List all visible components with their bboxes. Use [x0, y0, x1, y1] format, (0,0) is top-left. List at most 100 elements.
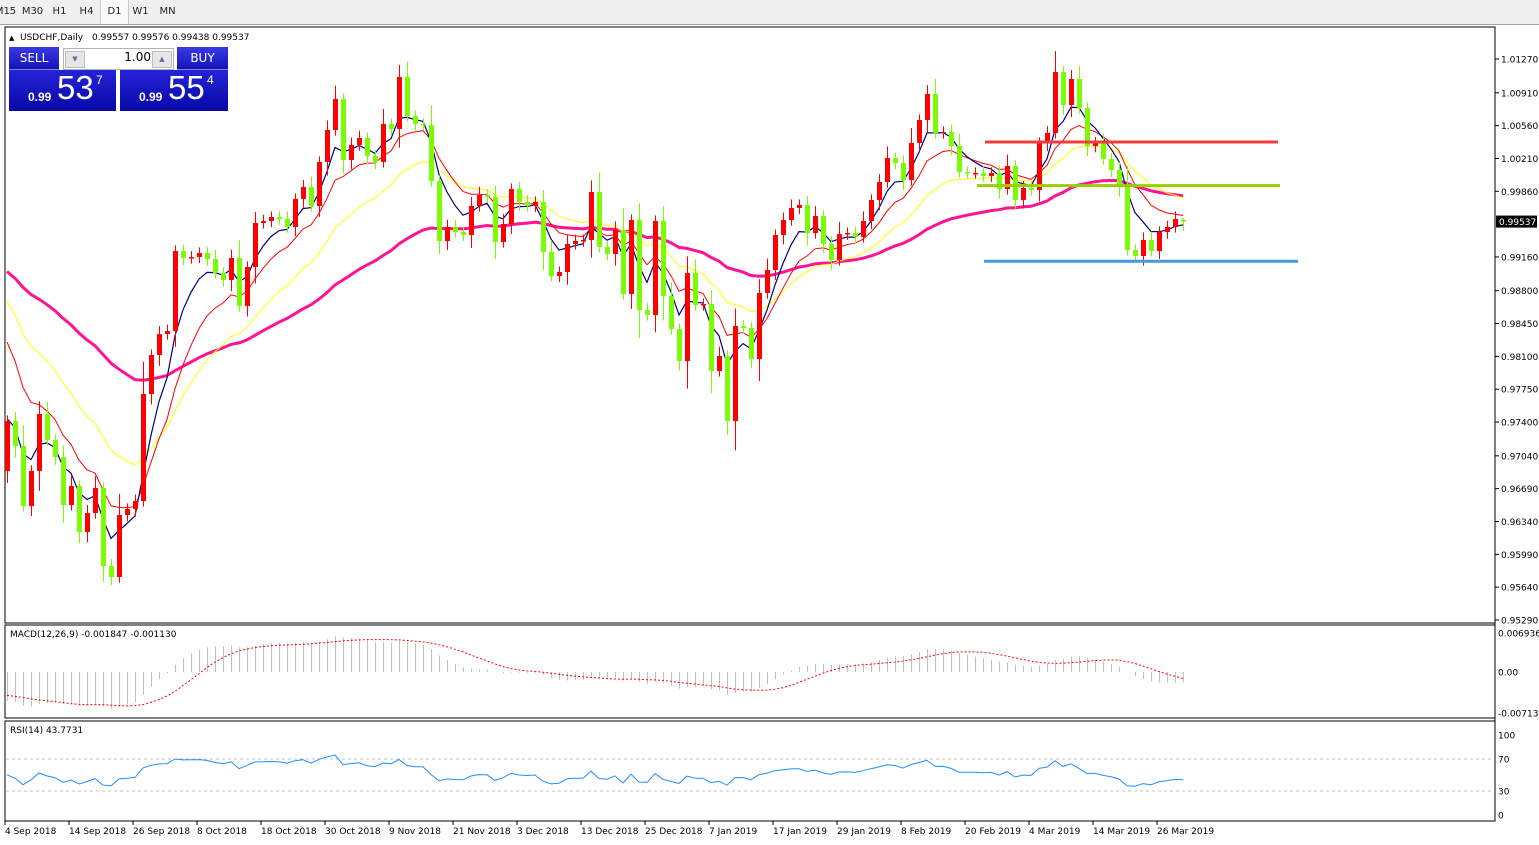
candle	[1173, 211, 1178, 233]
buy-button[interactable]: BUY	[177, 47, 228, 70]
buy-price-big: 55	[168, 69, 205, 106]
candle-body	[901, 163, 906, 181]
candle	[973, 167, 978, 179]
candle-body	[157, 334, 162, 355]
lot-size-stepper[interactable]: ▼ 1.00 ▲	[63, 48, 174, 70]
rsi-pane: 100 70 30 0	[6, 732, 1515, 822]
candle-body	[717, 356, 722, 372]
candle-body	[1109, 159, 1114, 170]
lot-increase-icon[interactable]: ▲	[152, 51, 172, 68]
buy-price-button[interactable]: 0.99 55 4	[120, 69, 228, 111]
candle-body	[1093, 142, 1098, 146]
candle-body	[1053, 72, 1058, 134]
candle-body	[845, 233, 850, 235]
candle	[1117, 162, 1122, 197]
timeframe-tab-h4[interactable]: H4	[79, 6, 94, 17]
candle-body	[893, 157, 898, 164]
timeframe-tab-w1[interactable]: W1	[132, 6, 149, 17]
candle	[685, 256, 690, 389]
candle	[445, 219, 450, 251]
date-tick-label: 3 Dec 2018	[517, 827, 569, 837]
candle	[13, 412, 18, 458]
price-tick-label: 0.95290	[1501, 617, 1538, 627]
candle-body	[701, 304, 706, 306]
buy-price-pip: 4	[207, 73, 214, 87]
macd-tick-label: 0.006936	[1498, 630, 1539, 640]
candle-body	[789, 207, 794, 220]
candle-body	[621, 230, 626, 295]
candle-body	[37, 413, 42, 472]
candle	[37, 401, 42, 491]
candle-body	[453, 227, 458, 232]
candle-body	[813, 216, 818, 234]
current-price-tag	[1496, 215, 1537, 228]
current-price-label: 0.99537	[1499, 218, 1536, 228]
timeframe-tab-m30[interactable]: M30	[21, 6, 44, 17]
candle-body	[109, 566, 114, 578]
candle	[621, 208, 626, 300]
candle	[629, 214, 634, 309]
date-tick-label: 26 Mar 2019	[1157, 827, 1214, 837]
candle-body	[469, 206, 474, 235]
candle	[1181, 217, 1186, 231]
date-tick-label: 17 Jan 2019	[773, 827, 827, 837]
candle-body	[309, 186, 314, 207]
timeframe-tab-h1[interactable]: H1	[52, 6, 67, 17]
candle	[413, 110, 418, 131]
macd-signal-line	[6, 639, 1184, 707]
price-pane	[5, 51, 1298, 586]
candle-body	[269, 216, 274, 222]
candle-body	[21, 445, 26, 507]
timeframe-tab-d1[interactable]: D1	[100, 0, 129, 24]
candle-body	[485, 195, 490, 197]
candle-body	[949, 131, 954, 146]
candle-body	[1005, 166, 1010, 190]
date-tick-label: 29 Jan 2019	[837, 827, 891, 837]
candle	[821, 210, 826, 254]
candle	[773, 229, 778, 280]
candle-body	[525, 201, 530, 207]
candle-body	[149, 354, 154, 395]
sell-button[interactable]: SELL	[9, 47, 59, 70]
candle	[653, 215, 658, 333]
candle-body	[957, 145, 962, 173]
candle-body	[1141, 239, 1146, 257]
candle-body	[709, 304, 714, 372]
price-tick-label: 0.98800	[1501, 287, 1538, 297]
candle-body	[413, 116, 418, 125]
candle	[157, 325, 162, 366]
candle-body	[245, 266, 250, 307]
candle	[69, 475, 74, 511]
candle-body	[125, 509, 130, 516]
candle	[141, 361, 146, 507]
candle-body	[869, 200, 874, 222]
candle	[933, 78, 938, 139]
candle-body	[1021, 187, 1026, 201]
symbol-arrow-icon[interactable]: ▲	[9, 34, 15, 42]
candle	[109, 559, 114, 586]
date-tick-label: 14 Sep 2018	[69, 827, 126, 837]
candle	[437, 175, 442, 255]
candle	[877, 174, 882, 211]
candle	[485, 189, 490, 203]
candle	[677, 323, 682, 371]
date-tick-label: 30 Oct 2018	[325, 827, 381, 837]
timeframe-tab-mn[interactable]: MN	[159, 6, 176, 17]
price-tick-label: 0.98100	[1501, 353, 1538, 363]
price-tick-label: 0.96340	[1501, 518, 1538, 528]
timeframe-tab-m15[interactable]: M15	[0, 6, 17, 17]
sell-price-button[interactable]: 0.99 53 7	[9, 69, 116, 111]
candle	[1069, 70, 1074, 118]
lot-size-input[interactable]: 1.00	[124, 50, 151, 64]
candle-body	[237, 257, 242, 307]
date-tick-label: 18 Oct 2018	[261, 827, 317, 837]
candle-body	[317, 162, 322, 207]
candle-body	[1013, 166, 1018, 201]
candle	[765, 258, 770, 299]
candle-body	[741, 325, 746, 328]
candle-body	[1133, 250, 1138, 257]
candle-body	[85, 513, 90, 533]
date-tick-label: 26 Sep 2018	[133, 827, 190, 837]
lot-decrease-icon[interactable]: ▼	[65, 51, 85, 68]
